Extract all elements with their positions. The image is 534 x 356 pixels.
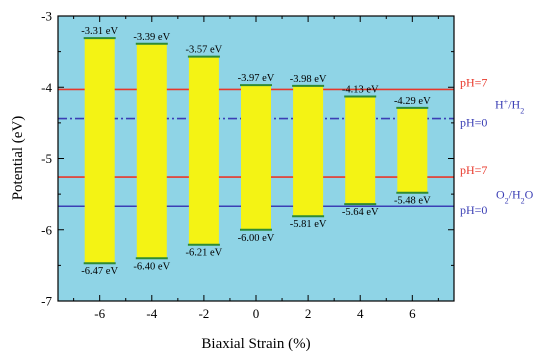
reference-label-3: pH=0	[460, 203, 487, 217]
cbm-label-5: -4.13 eV	[342, 85, 379, 96]
band-bar-0	[84, 38, 115, 264]
band-bar-2	[188, 56, 219, 245]
vbm-label-3: -6.00 eV	[238, 233, 275, 244]
x-tick-label-3: 0	[253, 306, 260, 321]
vbm-label-2: -6.21 eV	[186, 248, 223, 259]
band-bar-5	[345, 96, 376, 205]
x-tick-label-2: -2	[198, 306, 209, 321]
vbm-label-5: -5.64 eV	[342, 207, 379, 218]
x-tick-label-6: 6	[409, 306, 416, 321]
y-axis-title: Potential (eV)	[10, 116, 26, 201]
labels: pH=7 pH=0 pH=7 pH=0 H+/H2 O2/H2O -3.31 eV -6.47…	[81, 26, 533, 277]
x-axis-title: Biaxial Strain (%)	[201, 336, 310, 352]
y-tick-label-2: -5	[41, 151, 52, 166]
vbm-label-0: -6.47 eV	[81, 266, 118, 277]
vbm-label-6: -5.48 eV	[394, 196, 431, 207]
vbm-label-4: -5.81 eV	[290, 219, 327, 230]
band-bar-3	[241, 85, 271, 230]
x-tick-label-5: 4	[357, 306, 364, 321]
x-tick-label-1: -4	[146, 306, 157, 321]
reference-label-0: pH=7	[460, 75, 487, 89]
y-tick-label-3: -6	[41, 222, 52, 237]
couple-label-o: O2/H2O	[496, 187, 534, 205]
axes: -3 -4 -5 -6 -7 -6 -4 -2 0 2 4 6	[41, 9, 455, 321]
cbm-label-4: -3.98 eV	[290, 74, 327, 85]
band-bars	[83, 37, 429, 265]
y-tick-label-4: -7	[41, 294, 52, 309]
cbm-label-3: -3.97 eV	[238, 73, 275, 84]
x-tick-label-0: -6	[94, 306, 105, 321]
band-bar-6	[397, 107, 428, 193]
cbm-label-6: -4.29 eV	[394, 96, 431, 107]
reference-label-1: pH=0	[460, 116, 487, 130]
reference-label-2: pH=7	[460, 163, 487, 177]
y-tick-label-0: -3	[41, 9, 52, 24]
cbm-label-1: -3.39 eV	[133, 32, 170, 43]
cbm-label-2: -3.57 eV	[186, 45, 223, 56]
band-bar-4	[293, 85, 324, 217]
couple-label-h: H+/H2	[495, 97, 524, 115]
y-tick-label-1: -4	[41, 80, 52, 95]
vbm-label-1: -6.40 eV	[133, 261, 170, 272]
band-bar-1	[136, 43, 167, 259]
cbm-label-0: -3.31 eV	[81, 26, 118, 37]
x-tick-label-4: 2	[305, 306, 312, 321]
